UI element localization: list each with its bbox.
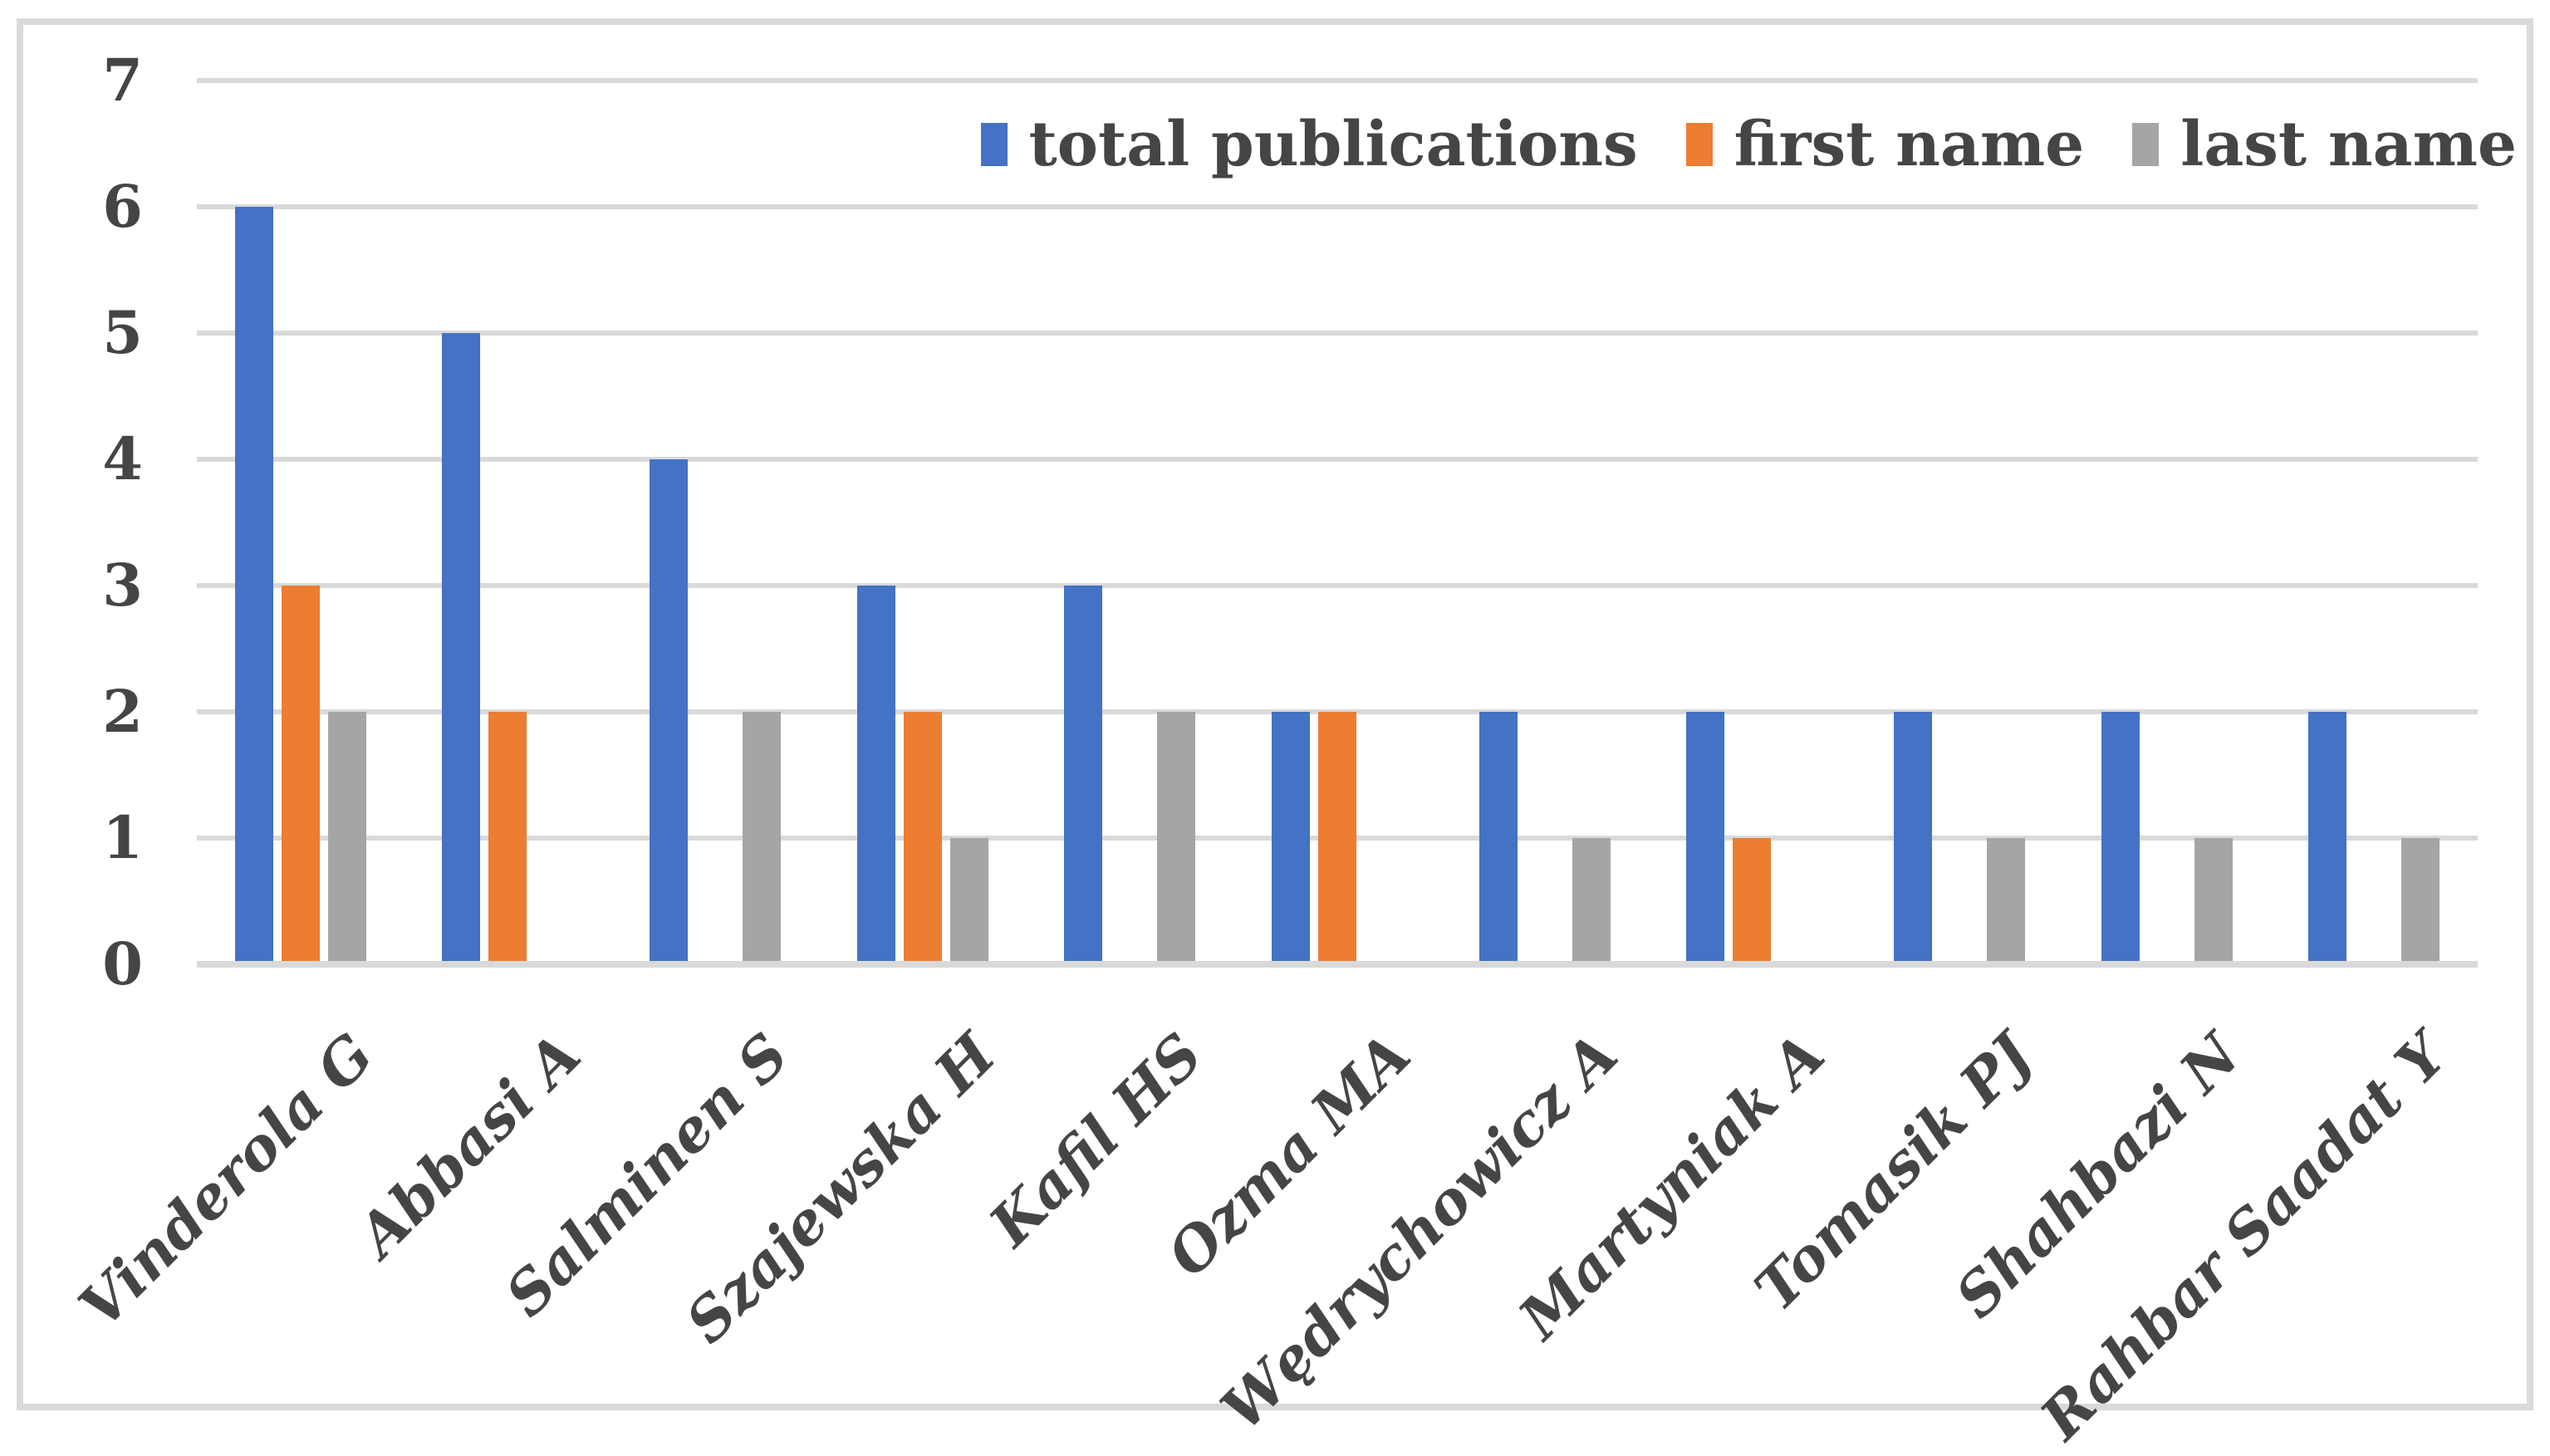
y-tick-label-6: 6: [102, 172, 143, 241]
bar-first-name-martyniak-a: [1733, 838, 1771, 961]
legend-swatch-first-name: [1685, 123, 1713, 166]
bar-last-name-shahbazi-n: [2194, 838, 2233, 961]
x-axis-line: [197, 961, 2478, 968]
y-tick-label-2: 2: [102, 677, 143, 746]
bar-total-publications-salminen-s: [650, 459, 688, 961]
bar-last-name-tomasik-pj: [1987, 838, 2025, 961]
bar-total-publications-szajewska-h: [857, 586, 895, 961]
chart-frame: [17, 18, 2533, 1410]
bar-last-name-szajewska-h: [950, 838, 988, 961]
legend-item-first-name: first name: [1685, 109, 2085, 180]
y-tick-label-5: 5: [102, 298, 143, 367]
legend-swatch-total-publications: [980, 123, 1008, 166]
y-tick-label-7: 7: [102, 46, 143, 115]
bar-total-publications-ozma-ma: [1272, 712, 1310, 961]
bar-first-name-szajewska-h: [904, 712, 942, 961]
y-tick-label-1: 1: [102, 803, 143, 872]
bar-first-name-ozma-ma: [1318, 712, 1356, 961]
legend-label-total-publications: total publications: [1028, 109, 1638, 180]
bar-last-name-salminen-s: [743, 712, 781, 961]
gridline-6: [197, 204, 2478, 209]
bar-total-publications-shahbazi-n: [2101, 712, 2140, 961]
legend-item-last-name: last name: [2132, 114, 2517, 175]
bar-first-name-abbasi-a: [488, 712, 527, 961]
bar-last-name-kafil-hs: [1157, 712, 1195, 961]
gridline-5: [197, 331, 2478, 336]
y-tick-label-3: 3: [102, 551, 143, 620]
bar-last-name-rahbar-saadat-y: [2401, 838, 2440, 961]
bar-last-name-vinderola-g: [328, 712, 366, 961]
bar-total-publications-abbasi-a: [442, 333, 480, 961]
gridline-3: [197, 583, 2478, 588]
bar-total-publications-vinderola-g: [235, 207, 273, 961]
bar-total-publications-martyniak-a: [1686, 712, 1724, 961]
y-tick-label-4: 4: [102, 424, 143, 493]
legend-label-last-name: last name: [2180, 109, 2517, 180]
legend-label-first-name: first name: [1734, 109, 2085, 180]
gridline-7: [197, 78, 2478, 83]
y-tick-label-0: 0: [102, 929, 143, 998]
bar-total-publications-kafil-hs: [1064, 586, 1102, 961]
bar-total-publications-w-drychowicz-a: [1479, 712, 1518, 961]
gridline-4: [197, 457, 2478, 462]
legend-swatch-last-name: [2132, 123, 2160, 166]
bar-first-name-vinderola-g: [282, 586, 320, 961]
legend: total publications first name last name: [980, 98, 2517, 191]
bar-total-publications-tomasik-pj: [1894, 712, 1932, 961]
bar-total-publications-rahbar-saadat-y: [2308, 712, 2346, 961]
legend-item-total-publications: total publications: [980, 109, 1638, 180]
bar-last-name-w-drychowicz-a: [1572, 838, 1611, 961]
